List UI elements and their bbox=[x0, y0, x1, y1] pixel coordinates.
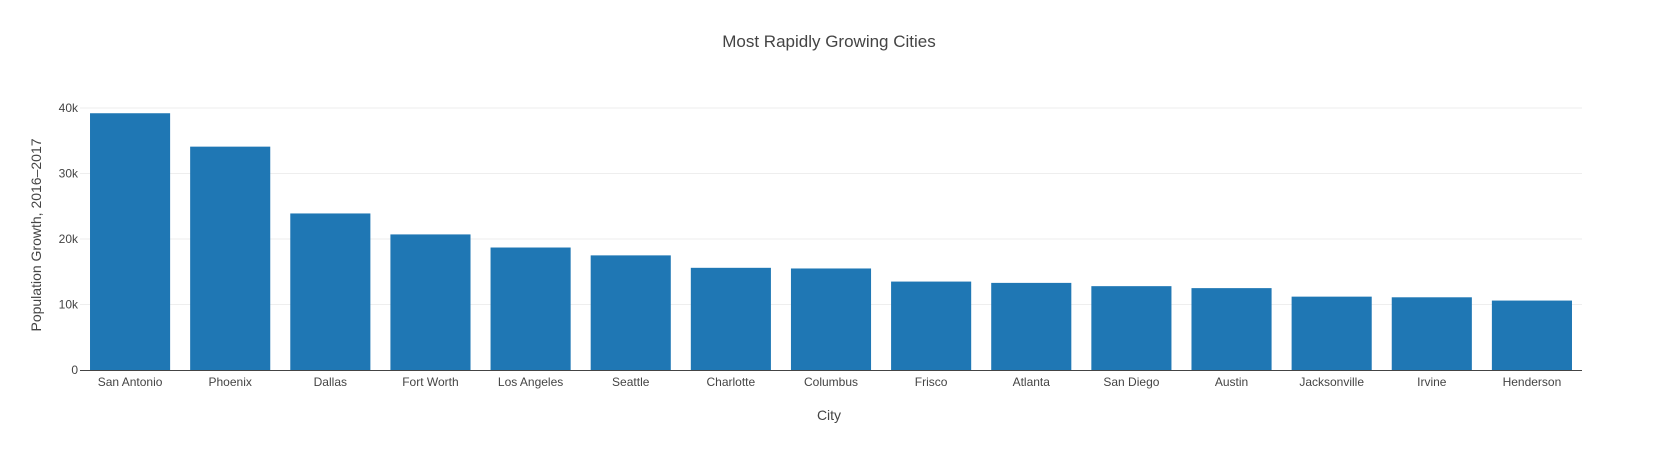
bar bbox=[790, 268, 872, 370]
x-tick-label: Henderson bbox=[1503, 375, 1562, 389]
bar bbox=[891, 281, 972, 370]
x-tick-label: Seattle bbox=[612, 375, 650, 389]
bar bbox=[1291, 296, 1372, 370]
y-tick-label: 0 bbox=[71, 363, 78, 377]
bar bbox=[290, 213, 371, 370]
y-tick-label: 20k bbox=[59, 232, 79, 246]
x-tick-label: Frisco bbox=[915, 375, 948, 389]
x-tick-label: Columbus bbox=[804, 375, 858, 389]
x-tick-label: Jacksonville bbox=[1299, 375, 1364, 389]
bar bbox=[991, 282, 1072, 370]
x-tick-label: Phoenix bbox=[209, 375, 252, 389]
x-tick-label: Atlanta bbox=[1013, 375, 1051, 389]
x-tick-label: Los Angeles bbox=[498, 375, 563, 389]
bar bbox=[490, 247, 571, 370]
y-tick-label: 10k bbox=[59, 298, 79, 312]
y-axis-title: Population Growth, 2016–2017 bbox=[28, 138, 44, 331]
x-tick-label: Charlotte bbox=[707, 375, 756, 389]
x-tick-label: San Diego bbox=[1103, 375, 1159, 389]
x-tick-label: Austin bbox=[1215, 375, 1248, 389]
bar bbox=[1491, 300, 1572, 370]
bars bbox=[90, 113, 1572, 371]
y-axis-ticks: 0 10k 20k 30k 40k bbox=[59, 101, 79, 377]
bar bbox=[190, 146, 271, 370]
bar bbox=[1391, 297, 1472, 370]
x-axis-ticks: San Antonio Phoenix Dallas Fort Worth Los An… bbox=[98, 375, 1562, 389]
x-axis-title: City bbox=[817, 407, 841, 423]
bar bbox=[90, 113, 171, 371]
x-tick-label: Fort Worth bbox=[402, 375, 458, 389]
y-tick-label: 40k bbox=[59, 101, 79, 115]
bar bbox=[1191, 288, 1272, 370]
x-tick-label: Dallas bbox=[314, 375, 347, 389]
bar bbox=[590, 255, 671, 370]
bar bbox=[690, 267, 771, 370]
bar bbox=[390, 234, 471, 370]
x-tick-label: San Antonio bbox=[98, 375, 163, 389]
chart-title: Most Rapidly Growing Cities bbox=[722, 32, 936, 51]
bar bbox=[1091, 286, 1172, 370]
y-tick-label: 30k bbox=[59, 167, 79, 181]
x-tick-label: Irvine bbox=[1417, 375, 1447, 389]
